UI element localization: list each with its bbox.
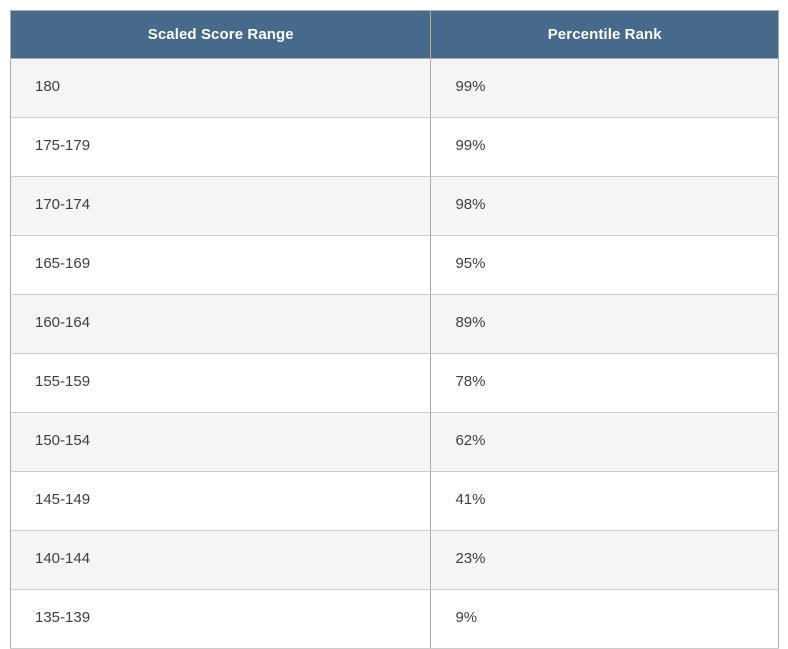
column-header-percentile-rank: Percentile Rank	[430, 10, 779, 59]
header-row: Scaled Score Range Percentile Rank	[9, 10, 779, 59]
table-row: 140-144 23%	[9, 530, 779, 590]
score-range-cell: 150-154	[9, 412, 432, 472]
score-range-cell: 170-174	[9, 176, 432, 236]
score-range-cell: 145-149	[9, 471, 432, 531]
table-row: 155-159 78%	[9, 353, 779, 413]
percentile-cell: 99%	[430, 58, 779, 118]
score-percentile-table-container: Scaled Score Range Percentile Rank 180 99…	[9, 10, 779, 649]
percentile-cell: 41%	[430, 471, 779, 531]
table-body: 180 99% 175-179 99% 170-174 98% 165-169 95% 160-…	[9, 58, 779, 649]
column-header-scaled-score-range: Scaled Score Range	[9, 10, 432, 59]
score-range-cell: 175-179	[9, 117, 432, 177]
percentile-cell: 89%	[430, 294, 779, 354]
table-header: Scaled Score Range Percentile Rank	[9, 10, 779, 59]
table-row: 165-169 95%	[9, 235, 779, 295]
percentile-cell: 9%	[430, 589, 779, 649]
percentile-cell: 99%	[430, 117, 779, 177]
percentile-cell: 98%	[430, 176, 779, 236]
table-row: 180 99%	[9, 58, 779, 118]
table-row: 145-149 41%	[9, 471, 779, 531]
score-range-cell: 165-169	[9, 235, 432, 295]
score-percentile-table: Scaled Score Range Percentile Rank 180 99…	[9, 10, 779, 649]
percentile-cell: 95%	[430, 235, 779, 295]
table-row: 150-154 62%	[9, 412, 779, 472]
percentile-cell: 23%	[430, 530, 779, 590]
table-row: 175-179 99%	[9, 117, 779, 177]
percentile-cell: 62%	[430, 412, 779, 472]
score-range-cell: 180	[9, 58, 432, 118]
table-row: 135-139 9%	[9, 589, 779, 649]
score-range-cell: 160-164	[9, 294, 432, 354]
score-range-cell: 140-144	[9, 530, 432, 590]
score-range-cell: 135-139	[9, 589, 432, 649]
table-row: 170-174 98%	[9, 176, 779, 236]
score-range-cell: 155-159	[9, 353, 432, 413]
table-row: 160-164 89%	[9, 294, 779, 354]
percentile-cell: 78%	[430, 353, 779, 413]
